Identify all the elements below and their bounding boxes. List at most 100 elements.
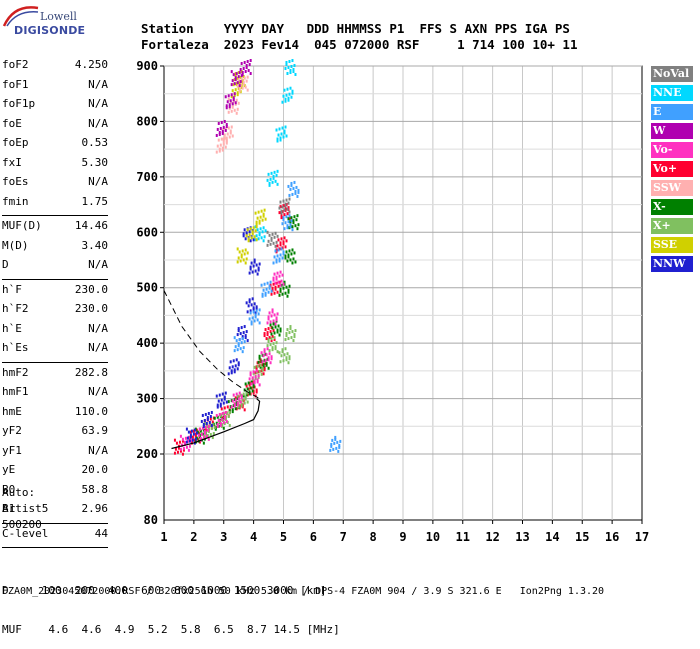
echo-point (246, 251, 249, 255)
echo-point (290, 181, 293, 185)
echo-point (289, 86, 292, 90)
echo-point (237, 342, 240, 346)
echo-point (260, 372, 263, 376)
echo-point (265, 353, 268, 357)
echo-point (242, 258, 245, 262)
echo-point (220, 398, 223, 402)
echo-point (287, 288, 290, 292)
echo-point (173, 451, 176, 455)
legend-item-ssw: SSW (651, 180, 693, 196)
x-tick-label: 10 (426, 530, 440, 544)
echo-point (289, 69, 292, 72)
param-name: foF1 (2, 77, 29, 91)
echo-point (284, 204, 287, 208)
echo-point (213, 416, 216, 420)
echo-point (254, 229, 257, 233)
param-row-hme: hmE 110.0 (2, 405, 108, 425)
param-row-d: D N/A (2, 258, 108, 278)
echo-point (284, 97, 287, 101)
auto-label: Auto: (2, 486, 36, 499)
echo-point (223, 397, 226, 401)
echo-point (240, 84, 243, 88)
echo-point (277, 133, 280, 137)
echo-point (201, 426, 204, 430)
echo-point (278, 280, 281, 284)
echo-point (275, 341, 278, 345)
param-value: N/A (88, 175, 108, 188)
echo-point (245, 391, 248, 395)
echo-point (270, 355, 273, 359)
echo-point (224, 95, 227, 99)
echo-point (268, 286, 271, 290)
echo-point (223, 414, 226, 418)
echo-point (280, 216, 283, 220)
echo-point (247, 237, 250, 241)
echo-point (277, 324, 280, 328)
echo-point (285, 61, 288, 64)
echo-point (236, 84, 239, 88)
echo-point (257, 374, 260, 378)
echo-point (284, 347, 287, 351)
x-tick-label: 17 (635, 530, 649, 544)
echo-point (259, 365, 262, 369)
echo-point (275, 316, 278, 320)
echo-point (276, 234, 279, 238)
echo-point (239, 332, 242, 336)
echo-point (290, 65, 293, 68)
echo-point (192, 429, 195, 433)
param-name: hmE (2, 404, 22, 418)
echo-point (267, 340, 270, 344)
echo-point (256, 318, 259, 322)
echo-point (227, 400, 230, 404)
echo-point (283, 88, 286, 92)
echo-point (241, 86, 244, 90)
echo-point (272, 276, 275, 280)
echo-point (339, 439, 342, 443)
echo-point (209, 414, 212, 418)
echo-point (286, 207, 289, 211)
echo-point (239, 400, 242, 404)
echo-point (251, 376, 254, 380)
echo-point (238, 399, 241, 403)
echo-point (217, 418, 220, 422)
echo-point (257, 360, 260, 364)
echo-point (178, 440, 181, 444)
echo-point (250, 382, 253, 386)
echo-point (293, 333, 296, 337)
echo-point (241, 337, 244, 341)
echo-point (195, 431, 198, 435)
echo-point (269, 361, 272, 365)
echo-point (244, 334, 247, 338)
y-tick-label-bottom: 80 (144, 513, 158, 527)
echo-point (279, 283, 282, 287)
echo-point (231, 399, 234, 403)
echo-point (220, 137, 223, 141)
echo-point (216, 144, 219, 148)
echo-point (179, 447, 182, 451)
echo-point (227, 110, 230, 114)
echo-point (242, 234, 245, 238)
echo-point (293, 335, 296, 339)
echo-point (290, 336, 293, 340)
echo-point (280, 214, 283, 218)
echo-point (275, 240, 278, 244)
echo-point (255, 369, 258, 373)
echo-point (223, 136, 226, 140)
echo-point (224, 391, 227, 395)
echo-point (287, 96, 290, 100)
echo-point (276, 290, 279, 294)
echo-point (237, 329, 240, 333)
param-value: 14.46 (74, 219, 108, 232)
echo-point (279, 289, 282, 293)
echo-point (275, 260, 278, 264)
echo-point (252, 226, 255, 230)
echo-point (274, 244, 277, 248)
param-value: N/A (88, 443, 108, 457)
echo-point (259, 215, 262, 219)
echo-point (282, 282, 285, 286)
echo-point (257, 370, 260, 374)
echo-point (237, 361, 240, 365)
echo-point (288, 60, 291, 63)
echo-point (267, 290, 270, 294)
echo-point (338, 445, 341, 449)
